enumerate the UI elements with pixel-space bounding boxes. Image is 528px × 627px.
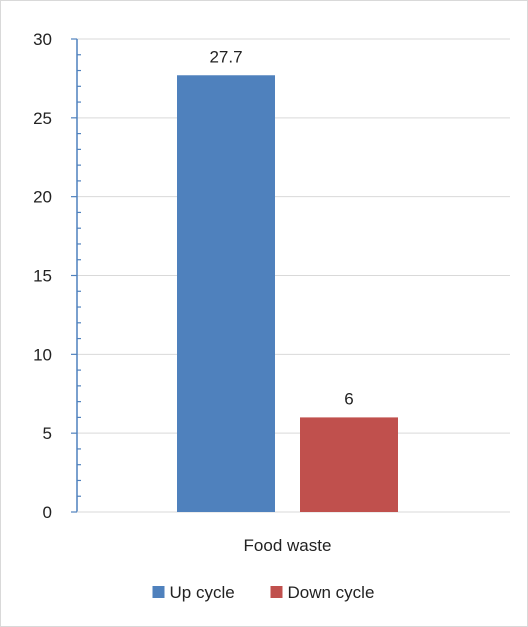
legend-swatch (152, 586, 165, 598)
legend-label: Down cycle (288, 583, 375, 602)
y-tick-label: 0 (43, 503, 52, 522)
y-tick-label: 5 (43, 424, 52, 443)
axes (71, 38, 510, 513)
data-label: 27.7 (209, 47, 242, 66)
y-tick-label: 30 (33, 30, 52, 49)
bar-up-cycle (177, 75, 275, 512)
category-label: Food waste (244, 536, 332, 555)
bar-down-cycle (300, 417, 398, 512)
y-tick-label: 20 (33, 188, 52, 207)
y-tick-label: 15 (33, 267, 52, 286)
gridlines (77, 38, 510, 434)
legend-swatch (270, 586, 283, 598)
y-tick-label: 25 (33, 109, 52, 128)
bars (177, 75, 398, 512)
data-label: 6 (344, 389, 353, 408)
legend: Up cycle Down cycle (152, 583, 375, 602)
labels: 0 5 10 15 20 25 30 27.7 6 Food waste (33, 30, 354, 555)
y-tick-label: 10 (33, 345, 52, 364)
legend-label: Up cycle (170, 583, 235, 602)
